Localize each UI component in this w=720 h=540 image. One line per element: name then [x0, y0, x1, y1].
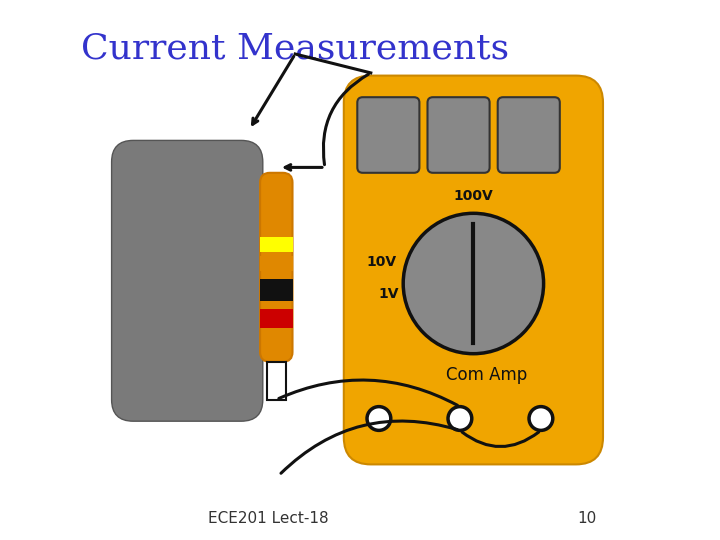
Text: Com Amp: Com Amp — [446, 366, 528, 384]
Text: 10V: 10V — [366, 255, 397, 269]
Bar — [260, 309, 292, 328]
Text: ECE201 Lect-18: ECE201 Lect-18 — [208, 511, 328, 526]
FancyBboxPatch shape — [428, 97, 490, 173]
Text: Current Measurements: Current Measurements — [81, 32, 509, 65]
FancyBboxPatch shape — [498, 97, 560, 173]
Text: 100V: 100V — [454, 188, 493, 202]
Bar — [260, 237, 292, 252]
FancyBboxPatch shape — [357, 97, 419, 173]
Text: 1V: 1V — [379, 287, 399, 301]
Bar — [266, 362, 286, 400]
Circle shape — [367, 407, 391, 430]
Circle shape — [448, 407, 472, 430]
Circle shape — [529, 407, 553, 430]
FancyBboxPatch shape — [112, 140, 263, 421]
Text: 10: 10 — [577, 511, 596, 526]
FancyBboxPatch shape — [344, 76, 603, 464]
Bar — [260, 256, 292, 271]
Circle shape — [403, 213, 544, 354]
Bar — [260, 279, 292, 301]
FancyBboxPatch shape — [260, 173, 292, 362]
